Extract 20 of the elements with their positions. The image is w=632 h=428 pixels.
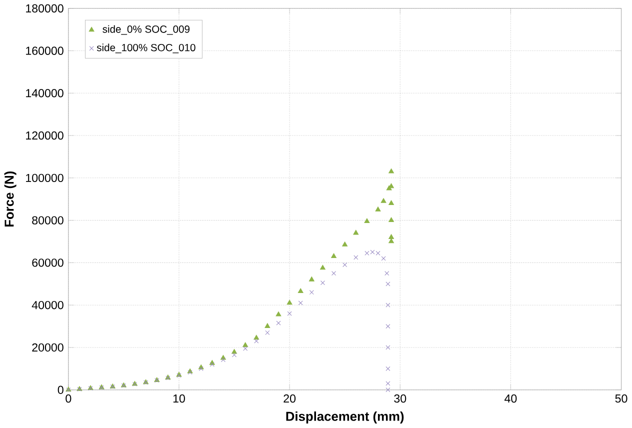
- x-tick-label: 40: [504, 394, 517, 403]
- y-tick-label: 80000: [32, 216, 64, 225]
- y-axis-title: Force (N): [4, 172, 16, 227]
- x-tick-label: 30: [394, 394, 406, 403]
- y-tick-label: 180000: [26, 4, 64, 13]
- legend-label: side_100% SOC_010: [96, 44, 196, 54]
- x-tick-label: 20: [284, 394, 296, 403]
- y-tick-label: 140000: [26, 89, 64, 98]
- y-tick-label: 120000: [26, 132, 64, 140]
- y-tick-label: 40000: [32, 301, 64, 310]
- y-tick-label: 20000: [32, 343, 64, 352]
- x-tick-label: 0: [66, 394, 72, 403]
- x-tick-label: 10: [173, 394, 185, 403]
- y-tick-label: 100000: [26, 174, 64, 182]
- y-tick-label: 60000: [32, 258, 64, 267]
- y-tick-label: 160000: [26, 46, 64, 55]
- x-axis-title: Displacement (mm): [286, 412, 404, 424]
- legend-label: side_0% SOC_009: [102, 25, 190, 35]
- y-tick-label: 0: [58, 386, 64, 394]
- x-tick-label: 50: [615, 394, 628, 403]
